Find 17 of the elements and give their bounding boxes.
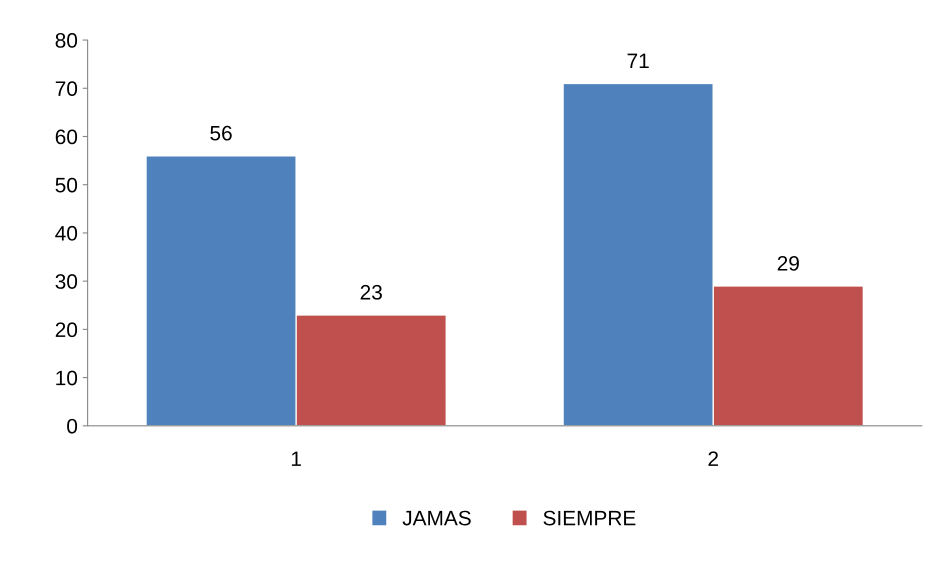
y-tick-label: 70 [56,81,78,96]
data-label: 56 [210,126,232,141]
y-tick-label: 0 [67,418,78,434]
legend-label: JAMAS [402,510,471,526]
x-tick-label: 1 [292,452,301,466]
data-label: 23 [360,284,382,300]
y-tick-label: 40 [55,226,78,241]
y-tick-label: 10 [56,370,78,386]
y-tick-label: 30 [56,274,78,289]
y-tick-label: 60 [56,129,78,144]
data-label: 29 [778,256,799,271]
y-tick-label: 20 [56,322,78,338]
y-tick-label: 50 [56,178,78,192]
legend-label: SIEMPRE [543,510,636,526]
data-label: 71 [628,54,649,68]
y-tick-label: 80 [56,33,78,48]
x-tick-label: 2 [708,451,718,466]
